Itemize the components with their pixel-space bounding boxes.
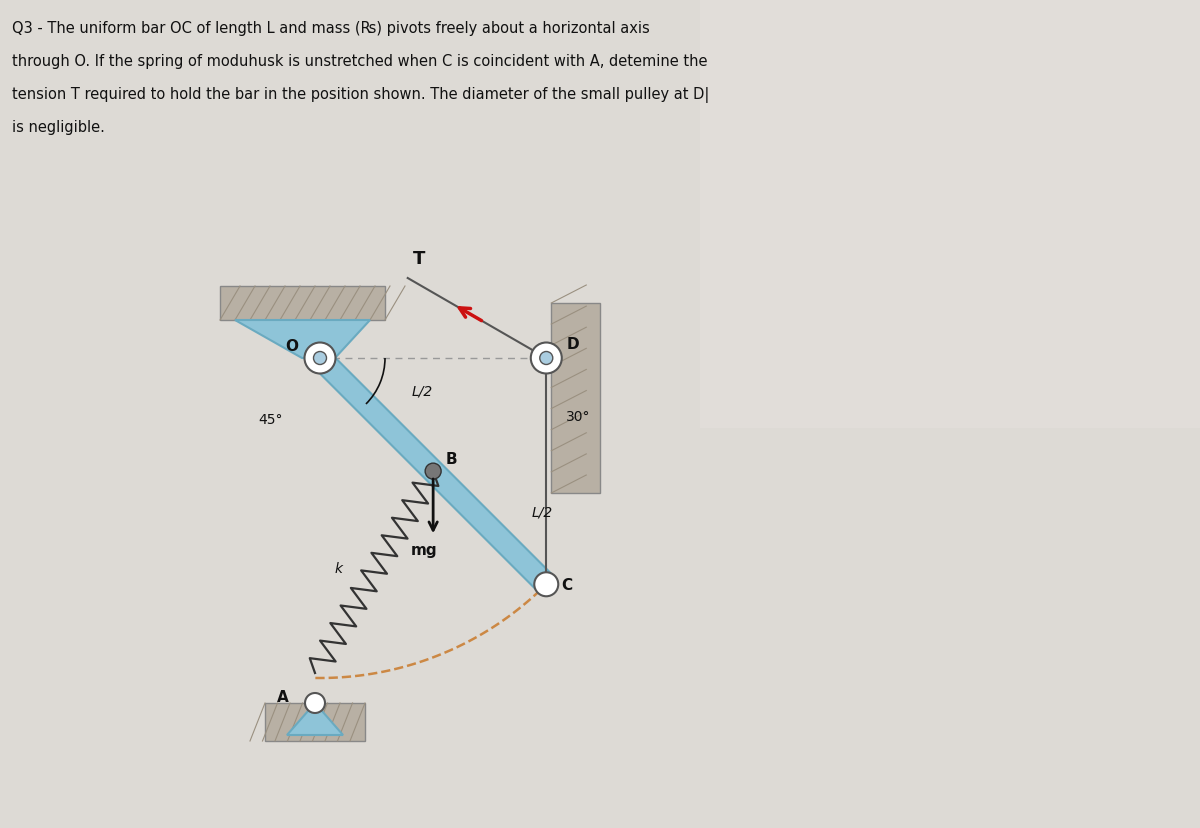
Text: A: A xyxy=(277,689,289,704)
Polygon shape xyxy=(265,703,365,741)
Circle shape xyxy=(534,573,558,596)
Polygon shape xyxy=(551,304,600,493)
Text: D: D xyxy=(566,337,578,352)
Text: tension T required to hold the bar in the position shown. The diameter of the sm: tension T required to hold the bar in th… xyxy=(12,87,709,103)
Circle shape xyxy=(305,343,336,374)
Text: Q3 - The uniform bar OC of length L and mass (₨) pivots freely about a horizonta: Q3 - The uniform bar OC of length L and … xyxy=(12,21,649,36)
Text: 45°: 45° xyxy=(258,412,282,426)
Polygon shape xyxy=(287,703,343,735)
Circle shape xyxy=(425,464,442,479)
Text: O: O xyxy=(286,339,298,354)
Text: L/2: L/2 xyxy=(412,384,433,398)
Text: C: C xyxy=(562,578,572,593)
Circle shape xyxy=(530,343,562,374)
Text: through O. If the spring of moduhusk is unstretched when C is coincident with A,: through O. If the spring of moduhusk is … xyxy=(12,54,708,69)
Bar xyxy=(700,0,1200,428)
Text: B: B xyxy=(445,451,457,466)
Text: mg: mg xyxy=(412,542,438,557)
Text: 30°: 30° xyxy=(566,410,590,423)
Circle shape xyxy=(313,352,326,365)
Circle shape xyxy=(540,352,553,365)
Text: L/2: L/2 xyxy=(532,505,553,519)
Text: k: k xyxy=(334,561,342,575)
Polygon shape xyxy=(220,286,385,320)
Polygon shape xyxy=(312,351,554,592)
Text: is negligible.: is negligible. xyxy=(12,120,104,135)
Circle shape xyxy=(305,693,325,713)
Polygon shape xyxy=(235,320,370,359)
Text: T: T xyxy=(413,250,425,267)
